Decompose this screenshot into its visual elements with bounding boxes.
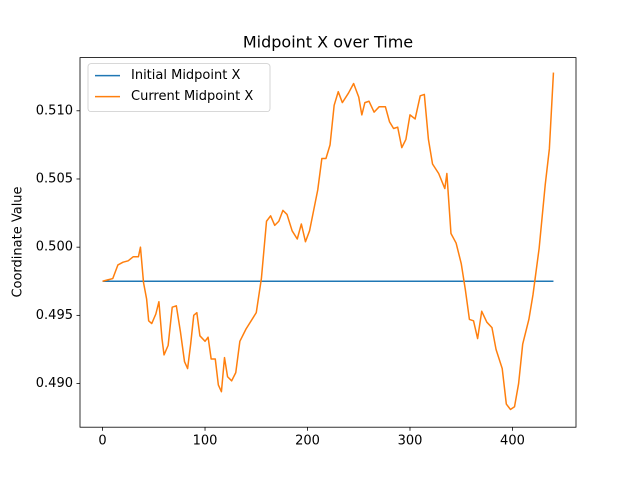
- x-tick-label: 400: [500, 434, 525, 449]
- y-axis-label: Coordinate Value: [11, 186, 26, 297]
- x-tick-label: 300: [398, 434, 423, 449]
- plot-frame: [79, 57, 577, 428]
- y-tick-label: 0.495: [36, 308, 73, 323]
- x-tick-label: 200: [295, 434, 320, 449]
- x-tick-label: 0: [98, 434, 106, 449]
- data-line: [102, 72, 555, 411]
- y-tick-label: 0.500: [36, 240, 73, 255]
- legend-label: Current Midpoint X: [131, 89, 253, 104]
- chart-title: Midpoint X over Time: [243, 33, 413, 52]
- y-tick-label: 0.490: [36, 376, 73, 391]
- y-tick-label: 0.510: [36, 103, 73, 118]
- legend-label: Initial Midpoint X: [131, 68, 240, 83]
- legend-box: [87, 63, 271, 112]
- x-tick-label: 100: [193, 434, 218, 449]
- y-tick-label: 0.505: [36, 171, 73, 186]
